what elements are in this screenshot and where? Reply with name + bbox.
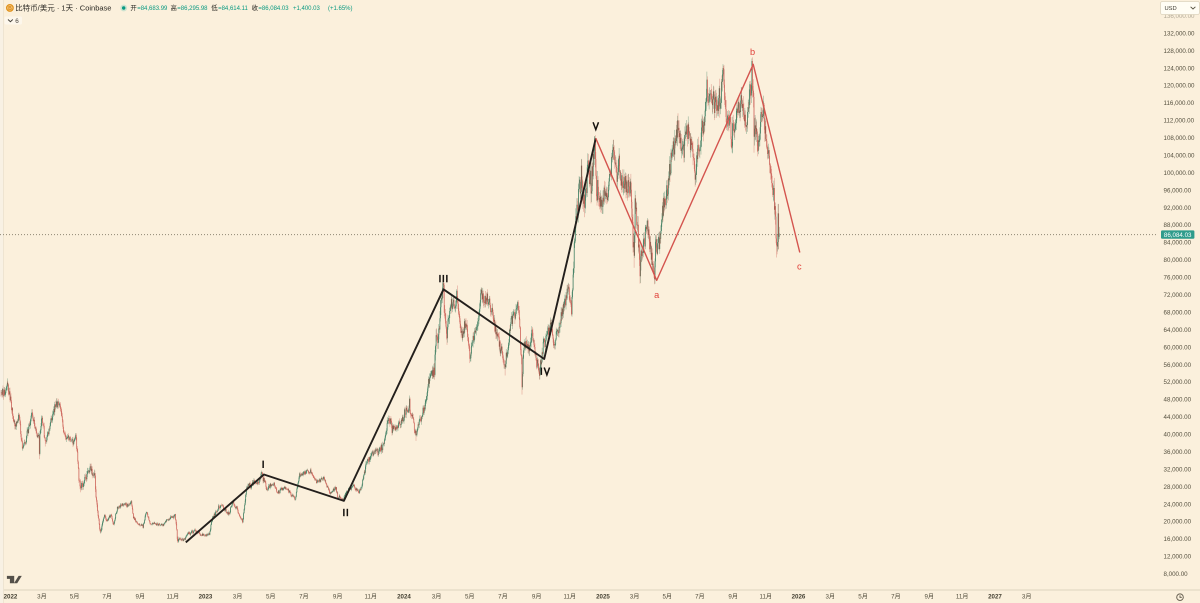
svg-text:5月: 5月 [70, 594, 80, 601]
svg-text:a: a [654, 290, 660, 300]
svg-text:开: 开 [130, 4, 137, 12]
svg-text:USD: USD [1165, 6, 1177, 12]
svg-text:B: B [8, 6, 12, 12]
svg-text:2025: 2025 [596, 594, 610, 601]
svg-text:132,000.00: 132,000.00 [1164, 30, 1196, 37]
svg-text:92,000.00: 92,000.00 [1164, 205, 1192, 212]
svg-text:72,000.00: 72,000.00 [1164, 292, 1192, 299]
svg-text:b: b [750, 47, 755, 57]
svg-text:3月: 3月 [1022, 594, 1032, 601]
svg-text:高: 高 [171, 3, 177, 12]
svg-text:2027: 2027 [988, 594, 1002, 601]
svg-text:2024: 2024 [397, 594, 411, 601]
svg-text:96,000.00: 96,000.00 [1164, 187, 1192, 194]
svg-text:7月: 7月 [891, 594, 901, 601]
svg-text:44,000.00: 44,000.00 [1164, 414, 1192, 421]
svg-text:11月: 11月 [364, 594, 377, 601]
svg-text:84,000.00: 84,000.00 [1164, 240, 1192, 247]
svg-text:9月: 9月 [532, 594, 542, 601]
svg-text:108,000.00: 108,000.00 [1164, 135, 1196, 142]
svg-text:收: 收 [252, 3, 259, 12]
svg-text:3月: 3月 [825, 594, 835, 601]
svg-text:88,000.00: 88,000.00 [1164, 222, 1192, 229]
svg-text:8,000.00: 8,000.00 [1164, 571, 1189, 578]
svg-text:11月: 11月 [759, 594, 772, 601]
svg-text:40,000.00: 40,000.00 [1164, 432, 1192, 439]
svg-text:120,000.00: 120,000.00 [1164, 83, 1196, 90]
svg-text:3月: 3月 [432, 594, 442, 601]
svg-text:+1,400.03: +1,400.03 [293, 6, 321, 12]
svg-text:2026: 2026 [792, 594, 806, 601]
svg-text:5月: 5月 [858, 594, 868, 601]
svg-text:2023: 2023 [199, 594, 213, 601]
svg-text:80,000.00: 80,000.00 [1164, 257, 1192, 264]
svg-text:76,000.00: 76,000.00 [1164, 275, 1192, 282]
svg-text:7月: 7月 [498, 594, 508, 601]
svg-text:7月: 7月 [695, 594, 705, 601]
svg-text:2022: 2022 [4, 594, 18, 601]
svg-text:100,000.00: 100,000.00 [1164, 170, 1196, 177]
svg-text:9月: 9月 [728, 594, 738, 601]
svg-text:128,000.00: 128,000.00 [1164, 48, 1196, 55]
svg-text:86,084.03: 86,084.03 [1164, 232, 1192, 239]
svg-text:11月: 11月 [167, 594, 180, 601]
svg-text:低: 低 [211, 3, 218, 12]
svg-text:9月: 9月 [135, 594, 145, 601]
svg-text:=86,295.98: =86,295.98 [177, 6, 208, 12]
svg-text:24,000.00: 24,000.00 [1164, 501, 1192, 508]
svg-text:52,000.00: 52,000.00 [1164, 379, 1192, 386]
svg-text:=84,614.11: =84,614.11 [218, 6, 248, 12]
svg-text:124,000.00: 124,000.00 [1164, 65, 1196, 72]
svg-text:11月: 11月 [956, 594, 969, 601]
svg-text:16,000.00: 16,000.00 [1164, 536, 1192, 543]
svg-text:112,000.00: 112,000.00 [1164, 118, 1195, 125]
svg-text:60,000.00: 60,000.00 [1164, 344, 1192, 351]
svg-text:104,000.00: 104,000.00 [1164, 153, 1196, 160]
svg-text:68,000.00: 68,000.00 [1164, 309, 1192, 316]
svg-text:=84,683.99: =84,683.99 [137, 6, 168, 12]
svg-text:c: c [797, 262, 802, 272]
svg-text:9月: 9月 [333, 594, 343, 601]
svg-text:5月: 5月 [465, 594, 475, 601]
svg-text:136,000.00: 136,000.00 [1164, 13, 1196, 20]
svg-text:6: 6 [15, 18, 19, 25]
svg-text:7月: 7月 [299, 594, 309, 601]
svg-text:3月: 3月 [37, 594, 47, 601]
svg-text:(+1.65%): (+1.65%) [328, 6, 353, 12]
svg-text:20,000.00: 20,000.00 [1164, 519, 1192, 526]
svg-text:11月: 11月 [563, 594, 576, 601]
svg-text:3月: 3月 [630, 594, 640, 601]
svg-text:9月: 9月 [924, 594, 934, 601]
svg-text:7月: 7月 [102, 594, 112, 601]
svg-text:56,000.00: 56,000.00 [1164, 362, 1192, 369]
svg-text:比特币/美元 · 1天 · Coinbase: 比特币/美元 · 1天 · Coinbase [15, 3, 111, 13]
svg-text:32,000.00: 32,000.00 [1164, 466, 1192, 473]
svg-text:=86,084.03: =86,084.03 [258, 6, 289, 12]
svg-text:48,000.00: 48,000.00 [1164, 397, 1192, 404]
svg-text:5月: 5月 [662, 594, 672, 601]
svg-text:5月: 5月 [266, 594, 276, 601]
svg-text:116,000.00: 116,000.00 [1164, 100, 1195, 107]
svg-text:12,000.00: 12,000.00 [1164, 554, 1192, 561]
svg-text:64,000.00: 64,000.00 [1164, 327, 1192, 334]
svg-text:3月: 3月 [233, 594, 243, 601]
svg-text:36,000.00: 36,000.00 [1164, 449, 1192, 456]
svg-text:28,000.00: 28,000.00 [1164, 484, 1192, 491]
